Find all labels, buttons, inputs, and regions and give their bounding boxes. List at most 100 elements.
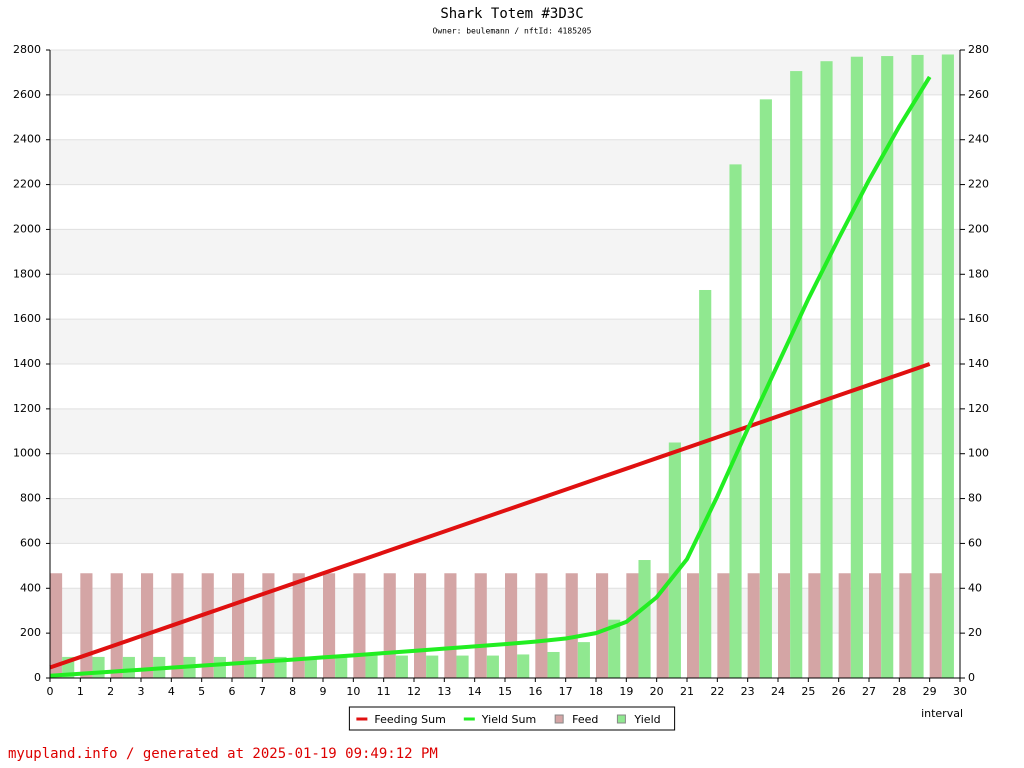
- x-tick-label: 17: [559, 685, 573, 698]
- bar: [110, 573, 123, 678]
- y2-tick-label: 100: [968, 447, 989, 460]
- bar: [122, 656, 135, 678]
- y-tick-label: 200: [20, 626, 41, 639]
- legend-label: Yield: [633, 713, 660, 726]
- x-tick-label: 25: [801, 685, 815, 698]
- bar: [456, 655, 469, 678]
- bar: [547, 651, 560, 678]
- bar: [881, 56, 894, 678]
- bar: [323, 573, 336, 678]
- x-tick-label: 20: [650, 685, 664, 698]
- bar: [414, 573, 427, 678]
- x-tick-label: 27: [862, 685, 876, 698]
- bar: [517, 654, 530, 678]
- bar: [365, 655, 378, 678]
- x-tick-label: 9: [320, 685, 327, 698]
- bar: [717, 573, 730, 678]
- bar: [626, 573, 639, 678]
- bar: [656, 573, 669, 678]
- x-tick-label: 5: [198, 685, 205, 698]
- y2-tick-label: 40: [968, 581, 982, 594]
- bar: [565, 573, 578, 678]
- y-tick-label: 400: [20, 581, 41, 594]
- bar: [292, 573, 305, 678]
- x-tick-label: 2: [107, 685, 114, 698]
- bar: [444, 573, 457, 678]
- bar: [304, 656, 317, 678]
- x-tick-label: 18: [589, 685, 603, 698]
- y2-tick-label: 200: [968, 222, 989, 235]
- y-tick-label: 600: [20, 536, 41, 549]
- bar: [80, 573, 93, 678]
- x-tick-label: 8: [289, 685, 296, 698]
- legend-box: [348, 706, 676, 731]
- bar: [141, 573, 154, 678]
- chart-subtitle: Owner: beulemann / nftId: 4185205: [433, 27, 592, 36]
- legend-label: Feeding Sum: [374, 713, 445, 726]
- bar: [747, 573, 760, 678]
- x-tick-label: 19: [619, 685, 633, 698]
- bar: [808, 573, 821, 678]
- bar: [729, 164, 742, 678]
- bar: [699, 289, 712, 678]
- y-tick-label: 2000: [13, 222, 41, 235]
- bar: [820, 61, 833, 678]
- bar: [899, 573, 912, 678]
- line: [49, 362, 931, 670]
- x-tick-label: 4: [168, 685, 175, 698]
- y-tick-label: 2400: [13, 133, 41, 146]
- x-tick-label: 21: [680, 685, 694, 698]
- legend-label: Yield Sum: [481, 713, 536, 726]
- x-tick-label: 0: [47, 685, 54, 698]
- grid-band: [50, 50, 960, 95]
- bar: [244, 656, 257, 678]
- y-tick-label: 1400: [13, 357, 41, 370]
- bar: [213, 656, 226, 678]
- legend-label: Feed: [572, 713, 598, 726]
- bar: [941, 54, 954, 678]
- bar: [790, 71, 803, 678]
- x-tick-label: 6: [229, 685, 236, 698]
- bar: [395, 655, 408, 678]
- bar: [638, 560, 651, 678]
- y2-tick-label: 240: [968, 133, 989, 146]
- bar: [50, 573, 63, 678]
- bar: [426, 655, 439, 678]
- bar: [474, 573, 487, 678]
- x-tick-label: 23: [741, 685, 755, 698]
- bar: [92, 656, 105, 678]
- x-tick-label: 22: [710, 685, 724, 698]
- grid-band: [50, 498, 960, 544]
- y2-tick-label: 160: [968, 312, 989, 325]
- grid-band: [50, 319, 960, 364]
- y2-tick-label: 60: [968, 536, 982, 549]
- line: [49, 75, 932, 678]
- x-tick-label: 12: [407, 685, 421, 698]
- x-tick-label: 14: [468, 685, 482, 698]
- x-tick-label: 24: [771, 685, 785, 698]
- bar: [929, 573, 942, 678]
- y-tick-label: 0: [34, 671, 41, 684]
- x-tick-label: 3: [138, 685, 145, 698]
- bar: [850, 56, 863, 678]
- y2-tick-label: 120: [968, 402, 989, 415]
- y-tick-label: 1800: [13, 267, 41, 280]
- bar: [535, 573, 548, 678]
- legend-swatch: [554, 714, 564, 724]
- y2-tick-label: 80: [968, 492, 982, 505]
- y2-tick-label: 260: [968, 88, 989, 101]
- y2-tick-label: 180: [968, 267, 989, 280]
- y2-tick-label: 20: [968, 626, 982, 639]
- bar: [486, 655, 499, 678]
- x-tick-label: 29: [923, 685, 937, 698]
- chart-title: Shark Totem #3D3C: [440, 6, 583, 22]
- legend: Feeding Sum Yield Sum Feed Yield: [348, 706, 676, 731]
- y-tick-label: 2200: [13, 178, 41, 191]
- y-tick-label: 2800: [13, 43, 41, 56]
- bar: [577, 642, 590, 678]
- x-tick-label: 16: [528, 685, 542, 698]
- y-tick-label: 1000: [13, 447, 41, 460]
- y-tick-label: 2600: [13, 88, 41, 101]
